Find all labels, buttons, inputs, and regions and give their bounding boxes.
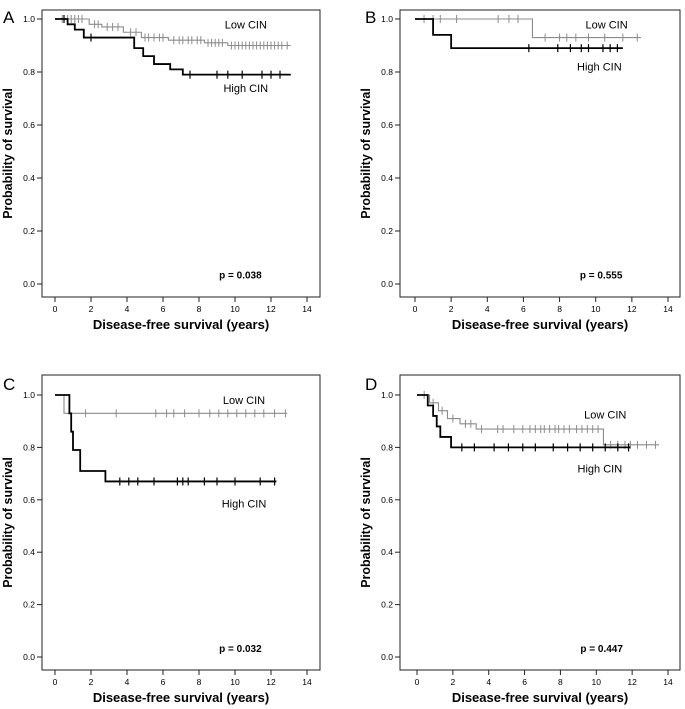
km-curve-high-cin	[415, 18, 623, 50]
x-tick-label: 8	[197, 304, 202, 314]
y-tick-label: 0.6	[23, 495, 35, 505]
x-axis-title: Disease-free survival (years)	[452, 317, 628, 332]
x-axis-title: Disease-free survival (years)	[93, 690, 269, 705]
x-tick-label: 2	[449, 304, 454, 314]
panel-label: B	[365, 8, 376, 27]
y-tick-label: 1.0	[23, 14, 35, 24]
series-label: High CIN	[223, 83, 268, 95]
x-tick-label: 0	[53, 304, 58, 314]
panel-label: A	[3, 8, 15, 27]
km-panel-d: D 0 2 4 6 8 10 12 14 0.0 0.2 0.4 0.6 0.8 1.0 Disease-fr…	[359, 374, 681, 705]
x-tick-label: 4	[125, 304, 130, 314]
y-tick-label: 0.0	[381, 652, 393, 662]
x-tick-label: 4	[485, 304, 490, 314]
x-tick-label: 8	[557, 304, 562, 314]
plot-frame	[399, 374, 681, 671]
y-tick-label: 0.4	[381, 173, 393, 183]
x-tick-label: 6	[161, 677, 166, 687]
series-label: High CIN	[578, 463, 623, 475]
series-label: Low CIN	[223, 395, 265, 407]
y-tick-label: 0.4	[23, 173, 35, 183]
x-axis-title: Disease-free survival (years)	[93, 317, 269, 332]
y-axis-title: Probability of survival	[1, 88, 15, 219]
km-panel-b: B 0 2 4 6 8 10 12 14 0.0 0.2 0.4 0.6 0.8 1.0 Disease-fr…	[359, 8, 681, 332]
panel-label: C	[3, 375, 15, 394]
x-tick-label: 2	[89, 677, 94, 687]
x-tick-label: 4	[486, 677, 491, 687]
x-tick-label: 0	[413, 304, 418, 314]
x-tick-label: 14	[663, 677, 673, 687]
x-tick-label: 0	[415, 677, 420, 687]
x-tick-label: 10	[230, 304, 240, 314]
km-curve-low-cin	[415, 18, 641, 39]
y-tick-label: 0.8	[23, 442, 35, 452]
y-tick-label: 0.2	[381, 600, 393, 610]
x-tick-label: 8	[558, 677, 563, 687]
p-value-label: p = 0.555	[580, 271, 623, 282]
y-tick-label: 0.6	[23, 120, 35, 130]
x-tick-label: 6	[161, 304, 166, 314]
x-tick-label: 12	[627, 677, 637, 687]
x-tick-label: 4	[125, 677, 130, 687]
x-tick-label: 12	[627, 304, 637, 314]
y-tick-label: 0.8	[381, 67, 393, 77]
y-axis-title: Probability of survival	[359, 88, 373, 219]
y-tick-label: 0.2	[23, 226, 35, 236]
y-tick-label: 1.0	[381, 390, 393, 400]
km-curve-high-cin	[55, 18, 291, 76]
plot-frame	[41, 9, 321, 298]
x-tick-label: 0	[53, 677, 58, 687]
series-label: Low CIN	[585, 19, 627, 31]
y-tick-label: 0.8	[381, 442, 393, 452]
x-tick-label: 2	[450, 677, 455, 687]
km-panel-c: C 0 2 4 6 8 10 12 14 0.0 0.2 0.4 0.6 0.8 1.0 Disease-fr…	[1, 374, 321, 705]
y-tick-label: 0.6	[381, 120, 393, 130]
p-value-label: p = 0.032	[219, 644, 262, 655]
series-label: High CIN	[222, 499, 267, 511]
y-tick-label: 0.2	[23, 600, 35, 610]
series-label: High CIN	[577, 62, 622, 74]
plot-frame	[399, 9, 681, 298]
x-tick-label: 10	[591, 304, 601, 314]
km-curve-low-cin	[55, 18, 291, 47]
x-tick-label: 6	[521, 304, 526, 314]
x-tick-label: 14	[302, 304, 312, 314]
series-label: Low CIN	[584, 410, 626, 422]
y-axis-title: Probability of survival	[1, 457, 15, 588]
y-tick-label: 0.2	[381, 226, 393, 236]
y-tick-label: 0.0	[23, 279, 35, 289]
x-tick-label: 2	[89, 304, 94, 314]
p-value-label: p = 0.038	[219, 271, 262, 282]
y-tick-label: 0.0	[23, 652, 35, 662]
x-tick-label: 10	[592, 677, 602, 687]
x-tick-label: 8	[197, 677, 202, 687]
y-axis-title: Probability of survival	[359, 457, 373, 588]
p-value-label: p = 0.447	[580, 644, 623, 655]
km-panel-a: A 0 2 4 6 8 10 12 14 0.0 0.2 0.4 0.6 0.8 1.0 Disease-fr…	[1, 8, 321, 332]
km-curve-high-cin	[55, 394, 277, 483]
x-tick-label: 14	[663, 304, 673, 314]
x-tick-label: 6	[522, 677, 527, 687]
y-tick-label: 0.8	[23, 67, 35, 77]
x-tick-label: 10	[230, 677, 240, 687]
panel-label: D	[365, 375, 377, 394]
x-axis-title: Disease-free survival (years)	[452, 690, 628, 705]
x-tick-label: 12	[266, 304, 276, 314]
y-tick-label: 0.4	[23, 547, 35, 557]
km-curve-high-cin	[417, 394, 631, 449]
x-tick-label: 12	[266, 677, 276, 687]
y-tick-label: 1.0	[381, 14, 393, 24]
series-label: Low CIN	[225, 19, 267, 31]
y-tick-label: 0.0	[381, 279, 393, 289]
plot-frame	[41, 374, 321, 671]
x-tick-label: 14	[302, 677, 312, 687]
y-tick-label: 1.0	[23, 390, 35, 400]
y-tick-label: 0.6	[381, 495, 393, 505]
y-tick-label: 0.4	[381, 547, 393, 557]
